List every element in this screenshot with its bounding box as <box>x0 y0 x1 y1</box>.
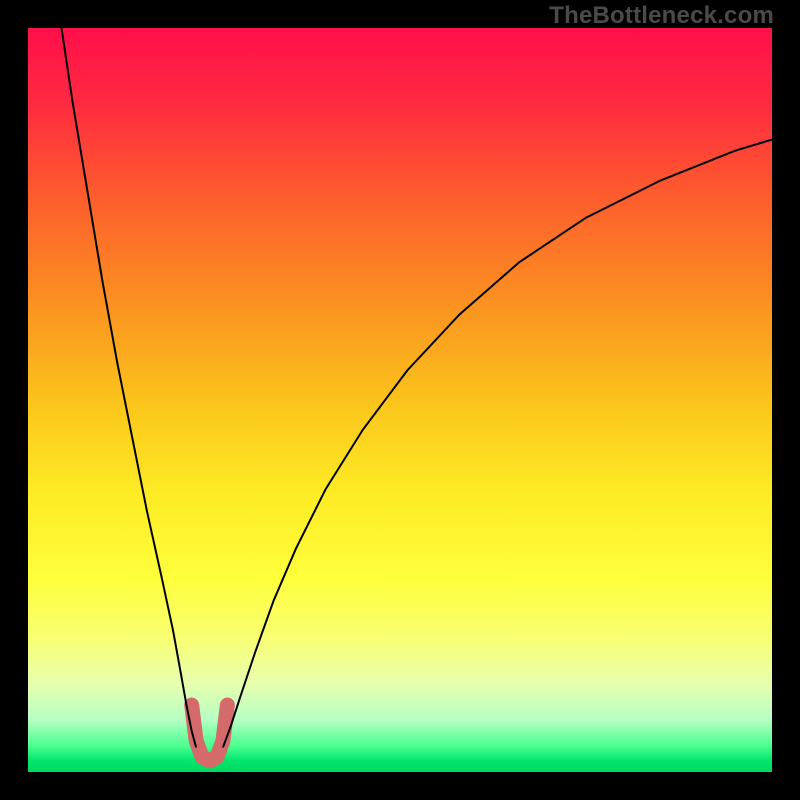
gradient-background <box>28 28 772 772</box>
plot-area <box>28 28 772 772</box>
watermark-text: TheBottleneck.com <box>549 2 774 30</box>
chart-svg <box>28 28 772 772</box>
outer-frame: TheBottleneck.com <box>0 0 800 800</box>
